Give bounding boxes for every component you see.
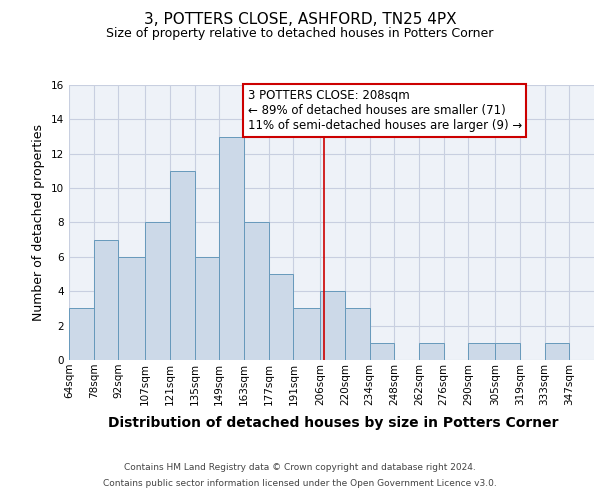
Y-axis label: Number of detached properties: Number of detached properties xyxy=(32,124,46,321)
Bar xyxy=(118,257,145,360)
Bar xyxy=(219,136,244,360)
Bar xyxy=(469,343,495,360)
Bar xyxy=(370,343,394,360)
Bar xyxy=(495,343,520,360)
Text: 3, POTTERS CLOSE, ASHFORD, TN25 4PX: 3, POTTERS CLOSE, ASHFORD, TN25 4PX xyxy=(143,12,457,28)
Bar xyxy=(320,291,345,360)
Text: 3 POTTERS CLOSE: 208sqm
← 89% of detached houses are smaller (71)
11% of semi-de: 3 POTTERS CLOSE: 208sqm ← 89% of detache… xyxy=(248,89,522,132)
Bar xyxy=(145,222,170,360)
Bar xyxy=(419,343,444,360)
Text: Contains public sector information licensed under the Open Government Licence v3: Contains public sector information licen… xyxy=(103,478,497,488)
Bar xyxy=(69,308,94,360)
Bar xyxy=(545,343,569,360)
Bar xyxy=(170,171,194,360)
Bar xyxy=(345,308,370,360)
Text: Size of property relative to detached houses in Potters Corner: Size of property relative to detached ho… xyxy=(106,28,494,40)
Bar xyxy=(293,308,320,360)
Text: Contains HM Land Registry data © Crown copyright and database right 2024.: Contains HM Land Registry data © Crown c… xyxy=(124,464,476,472)
Text: Distribution of detached houses by size in Potters Corner: Distribution of detached houses by size … xyxy=(108,416,558,430)
Bar xyxy=(244,222,269,360)
Bar xyxy=(194,257,219,360)
Bar xyxy=(94,240,118,360)
Bar xyxy=(269,274,293,360)
